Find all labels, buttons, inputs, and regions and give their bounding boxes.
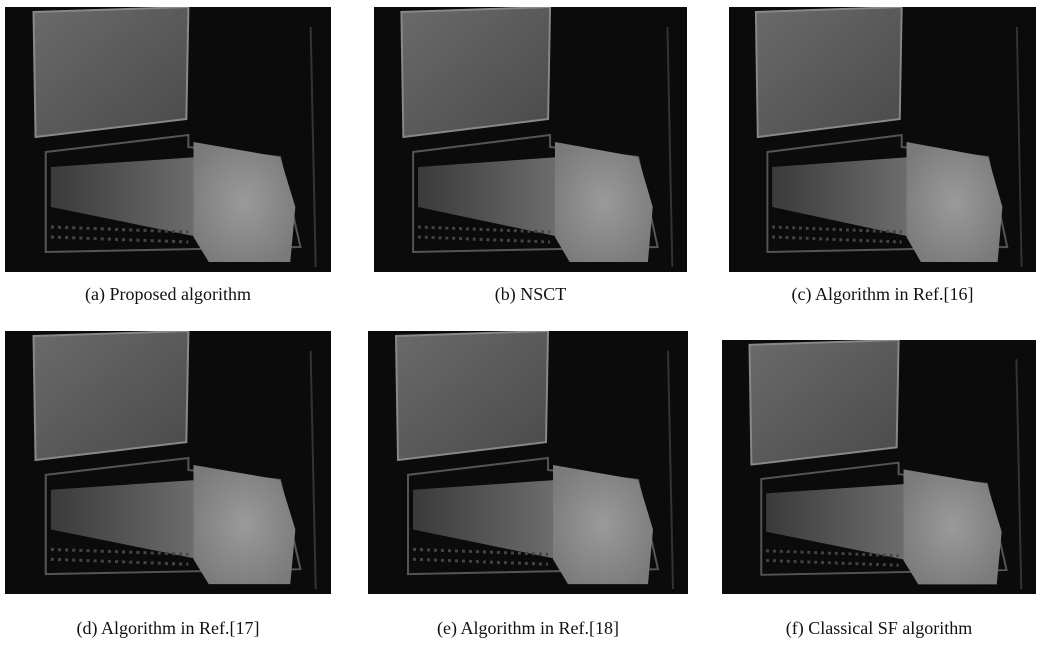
- caption: (e) Algorithm in Ref.[18]: [368, 618, 688, 639]
- fused-image: [729, 7, 1036, 272]
- caption: (a) Proposed algorithm: [5, 284, 331, 305]
- caption: (d) Algorithm in Ref.[17]: [5, 618, 331, 639]
- figure: (a) Proposed algorithm (b) NSCT (c) Algo…: [0, 0, 1041, 660]
- fused-image: [5, 331, 331, 594]
- fused-image: [722, 340, 1036, 594]
- caption: (b) NSCT: [374, 284, 687, 305]
- caption: (f) Classical SF algorithm: [722, 618, 1036, 639]
- fused-image: [5, 7, 331, 272]
- fused-image: [368, 331, 688, 594]
- fused-image: [374, 7, 687, 272]
- caption: (c) Algorithm in Ref.[16]: [729, 284, 1036, 305]
